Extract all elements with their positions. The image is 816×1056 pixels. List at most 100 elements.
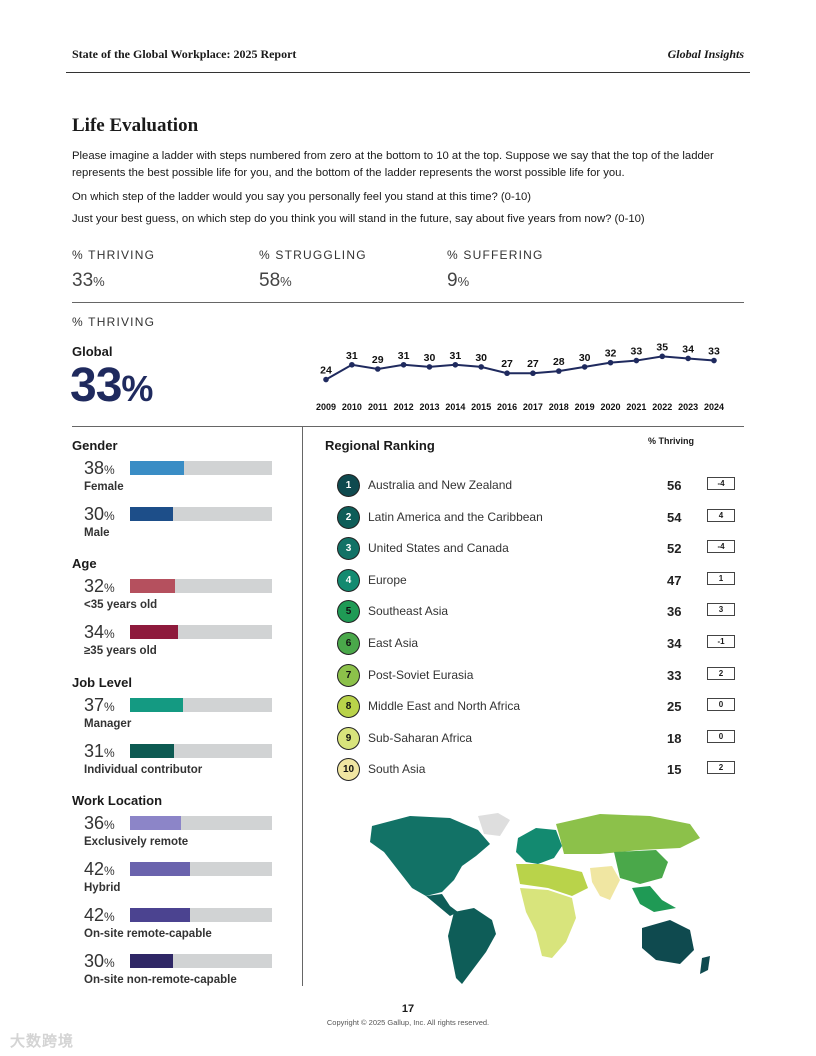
region-change-badge: 2 [707, 666, 735, 680]
region-name: Latin America and the Caribbean [368, 509, 543, 524]
trend-point [530, 370, 536, 377]
demographic-label: On-site remote-capable [84, 928, 212, 940]
regional-ranking-title: Regional Ranking [325, 438, 435, 453]
region-rank-badge: 7 [337, 663, 360, 687]
demographic-bar-track [130, 862, 272, 876]
region-name: Post-Soviet Eurasia [368, 667, 474, 682]
question-intro: Please imagine a ladder with steps numbe… [72, 150, 714, 179]
demographic-bar-fill [130, 744, 175, 758]
demographic-bar-fill [130, 507, 173, 521]
region-rank-badge: 6 [337, 632, 360, 655]
trend-x-tick-label: 2010 [342, 402, 362, 412]
demographic-label: <35 years old [84, 599, 158, 611]
region-thriving-value: 36 [667, 604, 682, 620]
map-region-sub-saharan-africa [520, 888, 576, 958]
trend-data-label: 29 [372, 354, 384, 366]
trend-series-line [325, 355, 715, 381]
demographic-group-title: Job Level [72, 675, 132, 690]
kpi-struggling-value: 58% [259, 270, 292, 291]
demographic-bar-track [130, 625, 272, 639]
demographic-group-title: Work Location [72, 793, 163, 808]
region-thriving-value: 52 [667, 541, 682, 557]
trend-data-label: 24 [320, 365, 332, 377]
map-region-mena [516, 864, 588, 896]
region-name: South Asia [368, 762, 426, 777]
trend-point [452, 361, 459, 368]
thriving-column-header: % Thriving [648, 436, 695, 446]
region-rank-badge: 4 [337, 568, 360, 592]
region-name: Europe [368, 572, 407, 587]
demographic-bar-fill [130, 954, 173, 968]
trend-x-tick-label: 2009 [316, 402, 336, 412]
region-change-badge: -4 [707, 540, 735, 554]
trend-data-label: 33 [631, 346, 643, 358]
trend-data-label: 31 [398, 350, 410, 362]
demographic-label: Hybrid [84, 882, 121, 894]
kpi-divider [72, 302, 744, 303]
region-name: United States and Canada [368, 541, 509, 556]
trend-point [504, 370, 510, 377]
trend-x-tick-label: 2012 [394, 402, 414, 412]
demographic-value: 42% [84, 859, 115, 879]
trend-x-tick-label: 2013 [419, 402, 439, 412]
region-name: Middle East and North Africa [368, 699, 521, 714]
region-rank-badge: 3 [337, 537, 360, 561]
map-region-greenland [478, 813, 510, 836]
region-thriving-value: 25 [667, 699, 682, 715]
map-region-australia [642, 920, 694, 964]
trend-point [349, 361, 355, 368]
demographic-label: Exclusively remote [84, 836, 189, 848]
trend-x-tick-label: 2020 [601, 402, 621, 412]
report-title: State of the Global Workplace: 2025 Repo… [72, 47, 297, 61]
trend-point [659, 353, 666, 360]
kpi-thriving-value: 33% [72, 270, 105, 291]
demographic-bar-track [130, 816, 272, 830]
trend-point [374, 366, 381, 372]
region-change-badge: 2 [707, 761, 735, 775]
copyright: Copyright © 2025 Gallup, Inc. All rights… [326, 1018, 490, 1027]
region-rank-badge: 8 [337, 695, 360, 719]
demographic-label: Manager [84, 718, 132, 730]
demographic-value: 42% [84, 905, 115, 925]
demographic-value: 34% [84, 622, 115, 642]
trend-x-tick-label: 2011 [368, 402, 388, 412]
trend-x-tick-label: 2023 [678, 402, 698, 412]
demographic-value: 32% [84, 576, 115, 596]
demographic-bar-fill [130, 862, 190, 876]
region-thriving-value: 33 [667, 667, 682, 683]
section-divider [72, 426, 744, 427]
demographic-label: ≥35 years old [84, 645, 157, 657]
trend-point [400, 361, 407, 368]
world-map [370, 813, 710, 984]
region-thriving-value: 54 [667, 509, 682, 525]
demographic-bar-fill [130, 625, 179, 639]
demographic-bar-fill [130, 698, 183, 712]
region-change-badge: -1 [707, 635, 735, 648]
question-future: Just your best guess, on which step do y… [72, 213, 645, 225]
demographic-label: Male [84, 527, 110, 539]
trend-x-tick-label: 2021 [626, 402, 646, 412]
thriving-section-label: % THRIVING [72, 315, 156, 329]
region-rank-badge: 5 [337, 600, 360, 624]
trend-data-label: 30 [579, 352, 591, 364]
trend-point [556, 368, 562, 374]
demographic-bar-fill [130, 908, 190, 922]
demographic-label: Individual contributor [84, 764, 203, 776]
map-region-post-soviet [556, 814, 700, 854]
trend-point [685, 355, 691, 362]
region-name: Australia and New Zealand [368, 478, 513, 492]
region-change-badge: 0 [707, 698, 735, 712]
watermark-logo: 大数跨境 [10, 1033, 75, 1050]
demographic-value: 38% [84, 458, 115, 478]
trend-data-label: 27 [501, 358, 513, 370]
demographic-bar-track [130, 579, 272, 593]
map-region-southeast-asia [632, 886, 676, 912]
demographic-label: Female [84, 481, 124, 493]
region-rank-badge: 1 [337, 474, 360, 497]
question-current: On which step of the ladder would you sa… [72, 191, 532, 203]
trend-data-label: 27 [527, 358, 539, 370]
trend-x-tick-label: 2018 [549, 402, 569, 412]
map-region-europe [516, 828, 562, 864]
map-region-east-asia [614, 850, 668, 884]
region-change-badge: 4 [707, 508, 735, 522]
